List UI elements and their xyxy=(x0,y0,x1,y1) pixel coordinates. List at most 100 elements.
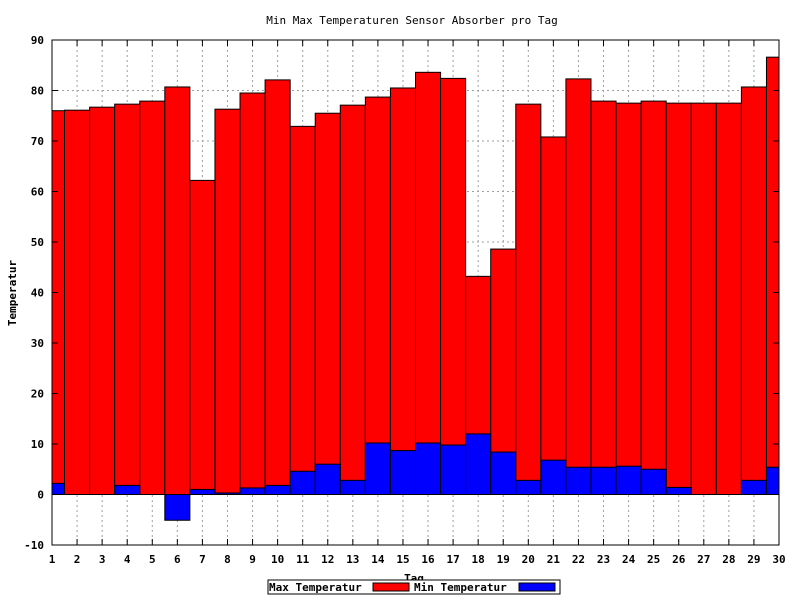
x-tick-label: 3 xyxy=(99,553,106,566)
max-temperature-bar xyxy=(264,79,291,496)
x-tick-label: 13 xyxy=(346,553,359,566)
min-temperature-bar xyxy=(540,459,567,496)
x-tick-label: 15 xyxy=(396,553,409,566)
max-temperature-bar xyxy=(415,71,442,495)
max-temperature-bar xyxy=(64,109,91,495)
min-temperature-bar xyxy=(389,450,416,496)
max-temperature-bar xyxy=(214,108,241,495)
min-temperature-bar xyxy=(615,465,642,496)
x-tick-label: 23 xyxy=(597,553,610,566)
x-tick-label: 25 xyxy=(647,553,660,566)
legend: Max Temperatur Min Temperatur xyxy=(267,579,561,595)
x-tick-label: 18 xyxy=(472,553,485,566)
max-temperature-bar xyxy=(565,78,592,495)
min-temperature-bar xyxy=(640,468,667,495)
x-tick-label: 22 xyxy=(572,553,585,566)
y-tick-label: 10 xyxy=(31,438,44,451)
min-temperature-bar xyxy=(415,442,442,495)
x-tick-label: 26 xyxy=(672,553,686,566)
x-tick-label: 27 xyxy=(697,553,710,566)
x-tick-label: 6 xyxy=(174,553,181,566)
max-temperature-bar xyxy=(640,100,667,495)
max-temperature-bar xyxy=(314,112,341,495)
y-tick-label: 20 xyxy=(31,388,44,401)
min-temperature-bar xyxy=(51,482,66,496)
x-tick-label: 1 xyxy=(49,553,56,566)
max-temperature-bar xyxy=(164,86,191,495)
x-tick-label: 30 xyxy=(772,553,785,566)
min-temperature-bar xyxy=(490,451,517,495)
max-temperature-bar xyxy=(51,110,66,495)
legend-box xyxy=(267,579,561,595)
max-temperature-bar xyxy=(89,106,116,495)
min-temperature-bar xyxy=(114,484,141,496)
max-temperature-bar xyxy=(690,102,717,495)
max-temperature-bars xyxy=(51,56,780,496)
min-temperature-bar xyxy=(339,479,366,495)
y-tick-label: -10 xyxy=(24,539,44,552)
y-axis-label: Temperatur xyxy=(6,260,19,327)
min-temperature-bar xyxy=(765,466,780,496)
min-temperature-bar xyxy=(289,470,316,495)
max-temperature-bar xyxy=(114,103,141,495)
x-axis: 1 2 3 4 5 6 7 8 9 10 11 12 13 14 15 16 17 18 19 20 21 22 23 24 2… xyxy=(49,40,786,566)
min-temperature-bar xyxy=(590,466,617,496)
min-temperature-bar xyxy=(239,487,266,495)
min-temperature-bar xyxy=(264,484,291,496)
min-temperature-bar xyxy=(189,488,216,496)
min-temperature-bar xyxy=(565,466,592,496)
y-tick-label: 30 xyxy=(31,337,44,350)
min-temperature-bar xyxy=(364,442,391,495)
max-temperature-bar xyxy=(615,102,642,495)
x-tick-label: 2 xyxy=(74,553,81,566)
max-temperature-bar xyxy=(715,102,742,495)
y-tick-label: 0 xyxy=(37,489,44,502)
x-tick-label: 17 xyxy=(446,553,459,566)
y-tick-label: 60 xyxy=(31,186,44,199)
x-tick-label: 14 xyxy=(371,553,385,566)
min-temperature-bar xyxy=(465,433,492,495)
min-temperature-bar xyxy=(440,444,467,496)
min-temperature-bar xyxy=(164,494,191,521)
legend-label-max: Max Temperatur xyxy=(269,581,362,594)
y-tick-label: 80 xyxy=(31,85,44,98)
max-temperature-bar xyxy=(590,100,617,495)
legend-label-min: Min Temperatur xyxy=(414,581,507,594)
x-tick-label: 7 xyxy=(199,553,206,566)
max-temperature-bar xyxy=(389,87,416,495)
x-tick-label: 16 xyxy=(421,553,435,566)
y-tick-label: 40 xyxy=(31,287,44,300)
y-axis: -10 0 10 20 30 40 50 60 70 80 90 xyxy=(24,34,779,552)
legend-swatch-max xyxy=(372,582,410,592)
chart-title: Min Max Temperaturen Sensor Absorber pro… xyxy=(266,14,557,27)
min-temperature-bar xyxy=(515,479,542,495)
max-temperature-bar xyxy=(440,77,467,495)
max-temperature-bar xyxy=(189,179,216,495)
max-temperature-bar xyxy=(740,86,767,495)
x-tick-label: 12 xyxy=(321,553,334,566)
min-temperature-bar xyxy=(665,486,692,495)
legend-swatch-min xyxy=(518,582,556,592)
x-tick-label: 5 xyxy=(149,553,156,566)
max-temperature-bar xyxy=(364,96,391,495)
x-tick-label: 21 xyxy=(547,553,561,566)
max-temperature-bar xyxy=(665,102,692,495)
min-temperature-bar xyxy=(314,463,341,496)
max-temperature-bar xyxy=(139,100,166,495)
min-temperature-bar xyxy=(740,479,767,495)
y-tick-label: 70 xyxy=(31,135,44,148)
x-tick-label: 9 xyxy=(249,553,256,566)
x-tick-label: 11 xyxy=(296,553,310,566)
x-tick-label: 10 xyxy=(271,553,284,566)
max-temperature-bar xyxy=(339,104,366,496)
x-tick-label: 24 xyxy=(622,553,636,566)
max-temperature-bar xyxy=(239,92,266,496)
x-tick-label: 20 xyxy=(522,553,535,566)
y-tick-label: 50 xyxy=(31,236,44,249)
x-tick-label: 8 xyxy=(224,553,231,566)
x-tick-label: 28 xyxy=(722,553,735,566)
x-tick-label: 19 xyxy=(497,553,510,566)
x-tick-label: 29 xyxy=(747,553,760,566)
max-temperature-bar xyxy=(765,56,780,495)
